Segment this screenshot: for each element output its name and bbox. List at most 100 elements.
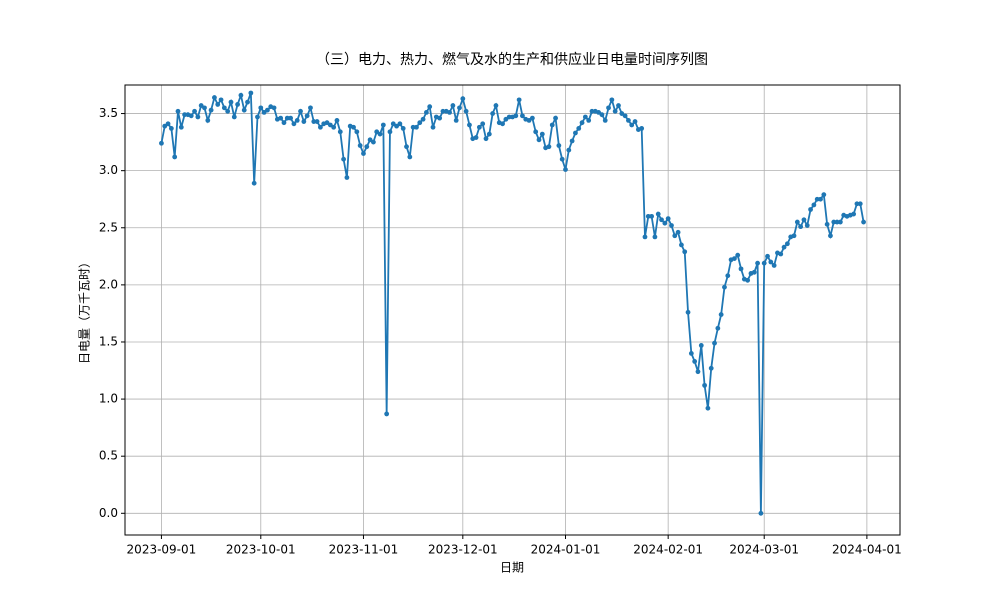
- data-point: [831, 219, 837, 225]
- data-point: [311, 119, 317, 124]
- data-point: [447, 110, 452, 115]
- data-point: [576, 126, 582, 131]
- data-point: [579, 120, 585, 126]
- data-point: [655, 211, 661, 217]
- data-point: [735, 252, 741, 258]
- data-point: [516, 97, 522, 103]
- data-point: [506, 114, 512, 120]
- data-point: [225, 108, 231, 114]
- data-point: [218, 97, 224, 103]
- data-point: [606, 105, 611, 111]
- data-point: [520, 113, 525, 119]
- data-point: [178, 124, 184, 130]
- data-line: [160, 92, 865, 514]
- data-point: [801, 217, 807, 223]
- data-point: [559, 156, 565, 162]
- data-point: [688, 351, 694, 356]
- data-point: [410, 124, 416, 130]
- data-point: [165, 121, 171, 127]
- data-point: [473, 135, 479, 140]
- data-point: [294, 118, 300, 123]
- data-point: [301, 119, 307, 124]
- data-point: [205, 118, 211, 123]
- data-point: [182, 112, 188, 118]
- x-tick-label: 2024-02-01: [633, 543, 703, 557]
- data-point: [493, 103, 499, 108]
- data-point: [361, 151, 366, 156]
- chart-title: （三）电力、热力、燃气及水的生产和供应业日电量时间序列图: [316, 51, 708, 68]
- data-point: [718, 312, 724, 317]
- data-point: [351, 124, 356, 130]
- plot-frame: [124, 84, 901, 536]
- data-point: [440, 108, 446, 114]
- data-point: [659, 217, 664, 223]
- data-point: [857, 201, 863, 207]
- data-point: [175, 108, 181, 114]
- data-point: [212, 95, 217, 100]
- data-point: [298, 108, 303, 114]
- data-point: [629, 122, 635, 128]
- data-point: [380, 122, 386, 128]
- data-point: [837, 219, 843, 225]
- data-point: [370, 139, 376, 145]
- data-point: [586, 118, 592, 123]
- data-point: [639, 126, 645, 131]
- data-point: [420, 116, 426, 122]
- data-point: [480, 121, 486, 127]
- data-point: [427, 104, 433, 110]
- data-point: [423, 110, 429, 115]
- data-point: [645, 213, 651, 219]
- data-point: [612, 108, 618, 114]
- data-point: [228, 99, 234, 105]
- data-point: [453, 118, 459, 123]
- data-point: [304, 113, 310, 119]
- data-point: [172, 154, 178, 160]
- data-point: [745, 277, 751, 283]
- data-point: [430, 124, 436, 130]
- data-point: [778, 251, 784, 257]
- data-point: [573, 130, 578, 136]
- data-point: [407, 154, 413, 160]
- data-point: [450, 103, 456, 108]
- data-point: [245, 99, 250, 105]
- data-point: [354, 129, 360, 135]
- data-point: [377, 131, 383, 137]
- data-point: [437, 115, 443, 121]
- data-point: [549, 122, 555, 128]
- data-point: [725, 273, 731, 279]
- data-point: [258, 105, 264, 111]
- data-point: [798, 224, 804, 230]
- data-point: [318, 124, 323, 130]
- data-point: [215, 102, 221, 107]
- data-point: [159, 140, 164, 146]
- data-point: [463, 108, 469, 114]
- data-point: [599, 112, 605, 118]
- data-point: [765, 253, 770, 259]
- data-point: [168, 126, 174, 131]
- data-point: [811, 202, 817, 208]
- data-point: [553, 115, 558, 121]
- data-point: [679, 242, 684, 248]
- data-point: [698, 343, 704, 348]
- data-point: [589, 108, 595, 114]
- data-point: [672, 233, 678, 239]
- x-tick-label: 2024-04-01: [832, 543, 902, 557]
- data-point: [308, 105, 313, 111]
- data-point: [649, 213, 655, 219]
- data-point: [284, 115, 290, 121]
- data-point: [751, 269, 757, 275]
- data-point: [235, 102, 241, 107]
- data-point: [397, 121, 403, 127]
- data-point: [685, 309, 691, 315]
- data-point: [632, 119, 638, 124]
- data-point: [337, 129, 343, 135]
- data-point: [808, 207, 813, 212]
- data-point: [404, 144, 409, 150]
- data-point: [818, 196, 823, 202]
- x-axis-label: 日期: [500, 561, 524, 575]
- data-point: [314, 119, 320, 124]
- data-point: [851, 211, 857, 217]
- data-point: [334, 118, 340, 123]
- data-point: [281, 120, 287, 126]
- y-tick-label: 1.5: [99, 334, 118, 348]
